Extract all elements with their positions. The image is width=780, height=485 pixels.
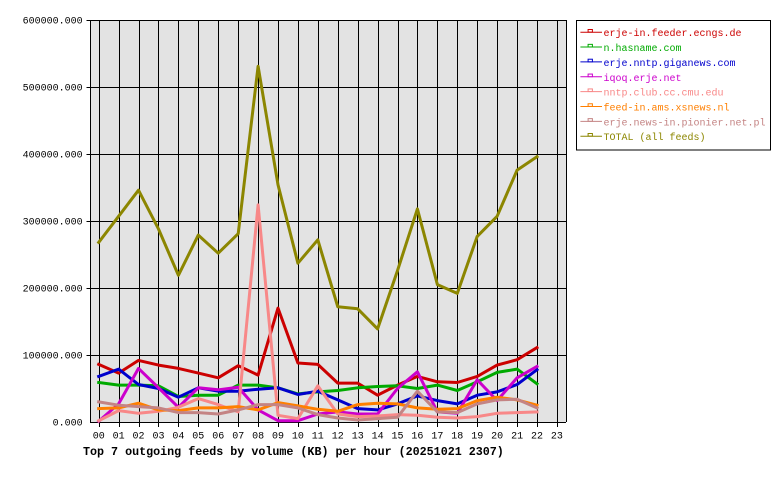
svg-text:17: 17 <box>431 432 443 443</box>
svg-text:06: 06 <box>212 432 224 443</box>
svg-text:feed-in.ams.xsnews.nl: feed-in.ams.xsnews.nl <box>604 102 730 114</box>
svg-text:00: 00 <box>93 432 105 443</box>
svg-text:19: 19 <box>471 432 483 443</box>
svg-text:04: 04 <box>172 432 184 443</box>
svg-text:100000.000: 100000.000 <box>23 352 83 363</box>
svg-text:erje-in.feeder.ecngs.de: erje-in.feeder.ecngs.de <box>604 28 742 40</box>
svg-text:200000.000: 200000.000 <box>23 285 83 296</box>
svg-text:03: 03 <box>152 432 164 443</box>
svg-text:18: 18 <box>451 432 463 443</box>
svg-text:23: 23 <box>551 432 563 443</box>
svg-text:22: 22 <box>531 432 543 443</box>
svg-text:0.000: 0.000 <box>53 419 83 430</box>
svg-text:21: 21 <box>511 432 523 443</box>
svg-text:erje.news-in.pionier.net.pl: erje.news-in.pionier.net.pl <box>604 117 766 129</box>
svg-text:Top 7 outgoing feeds by volume: Top 7 outgoing feeds by volume (KB) per … <box>83 445 504 459</box>
svg-text:01: 01 <box>113 432 125 443</box>
svg-text:erje.nntp.giganews.com: erje.nntp.giganews.com <box>604 58 736 70</box>
svg-text:nntp.club.cc.cmu.edu: nntp.club.cc.cmu.edu <box>604 88 724 100</box>
svg-text:300000.000: 300000.000 <box>23 218 83 229</box>
svg-text:07: 07 <box>232 432 244 443</box>
svg-text:15: 15 <box>391 432 403 443</box>
svg-text:05: 05 <box>192 432 204 443</box>
svg-text:400000.000: 400000.000 <box>23 151 83 162</box>
svg-text:14: 14 <box>372 432 384 443</box>
svg-text:09: 09 <box>272 432 284 443</box>
svg-text:10: 10 <box>292 432 304 443</box>
svg-text:11: 11 <box>312 432 324 443</box>
svg-text:500000.000: 500000.000 <box>23 84 83 95</box>
svg-text:13: 13 <box>352 432 364 443</box>
svg-text:20: 20 <box>491 432 503 443</box>
svg-text:n.hasname.com: n.hasname.com <box>604 43 682 55</box>
svg-text:12: 12 <box>332 432 344 443</box>
svg-text:02: 02 <box>132 432 144 443</box>
svg-text:08: 08 <box>252 432 264 443</box>
svg-text:16: 16 <box>411 432 423 443</box>
svg-text:600000.000: 600000.000 <box>23 17 83 28</box>
svg-text:TOTAL (all feeds): TOTAL (all feeds) <box>604 132 706 144</box>
svg-text:iqoq.erje.net: iqoq.erje.net <box>604 73 682 85</box>
